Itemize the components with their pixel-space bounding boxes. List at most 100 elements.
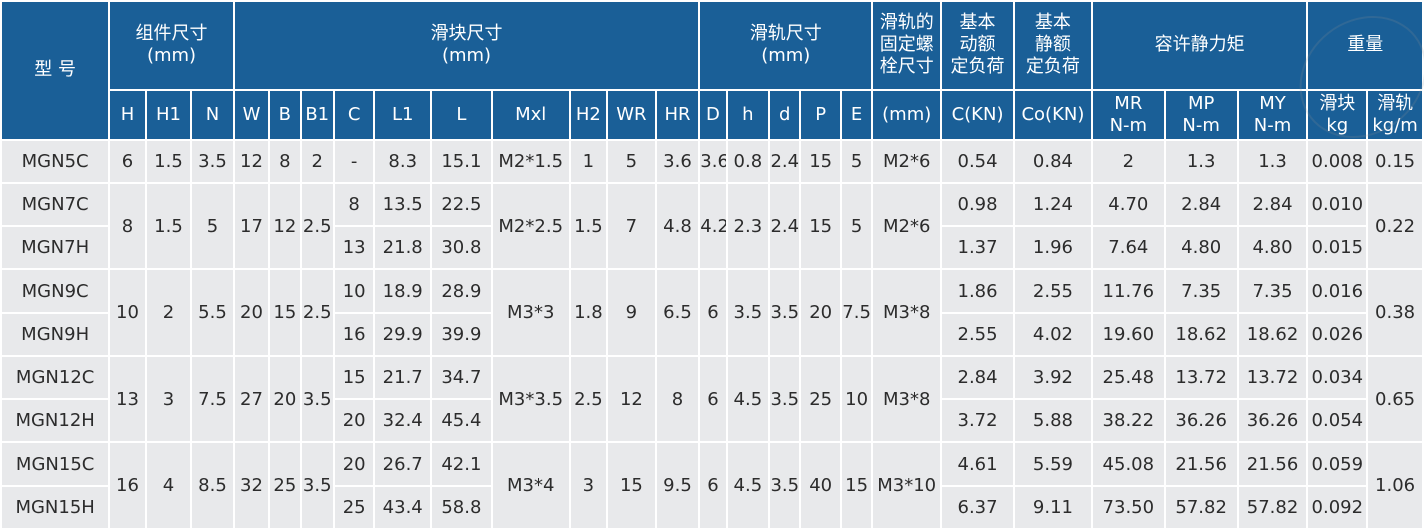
- cell-MR: 19.60: [1090, 311, 1166, 357]
- col-rail-weight: 滑轨 kg/m: [1366, 88, 1424, 141]
- model-cell: MGN9H: [0, 311, 111, 357]
- cell-Mxl: M3*3.5: [490, 354, 571, 444]
- cell-Mxl: M2*1.5: [490, 138, 571, 185]
- cell-static-load: 5.88: [1012, 398, 1093, 444]
- cell-B1: 3.5: [299, 354, 335, 444]
- cell-B: 12: [268, 182, 302, 271]
- cell-H2: 1.5: [568, 182, 609, 271]
- header-rail: 滑轨尺寸 (mm): [698, 0, 874, 91]
- cell-H2: 2.5: [568, 354, 609, 444]
- cell-dynamic-load: 3.72: [940, 398, 1015, 444]
- cell-C: 16: [332, 311, 376, 357]
- header-bolt: 滑轨的 固定螺 栓尺寸: [871, 0, 943, 91]
- cell-block-weight: 0.054: [1306, 398, 1369, 444]
- col-D: D: [698, 88, 728, 141]
- cell-H1: 2: [144, 268, 193, 357]
- header-weight: 重量: [1306, 0, 1424, 91]
- cell-D: 6: [698, 441, 728, 530]
- cell-d: 2.4: [768, 138, 802, 185]
- cell-C: 10: [332, 268, 376, 314]
- cell-E: 7.5: [839, 268, 874, 357]
- table-row: MGN7H 13 21.8 30.8 1.37 1.96 7.64 4.80 4…: [0, 225, 1423, 271]
- cell-h: 4.5: [725, 441, 771, 530]
- cell-D: 3.6: [698, 138, 728, 185]
- cell-HR: 8: [654, 354, 701, 444]
- cell-static-load: 3.92: [1012, 354, 1093, 401]
- col-C-kn: C(KN): [940, 88, 1015, 141]
- cell-L1: 21.7: [373, 354, 433, 401]
- table-row: MGN9H 16 29.9 39.9 2.55 4.02 19.60 18.62…: [0, 311, 1423, 357]
- cell-MR: 45.08: [1090, 441, 1166, 487]
- cell-C: 25: [332, 484, 376, 530]
- cell-MY: 13.72: [1236, 354, 1309, 401]
- cell-P: 15: [799, 138, 842, 185]
- col-bolt-unit: (mm): [871, 88, 943, 141]
- cell-L: 28.9: [430, 268, 493, 314]
- cell-dynamic-load: 0.98: [940, 182, 1015, 228]
- cell-MR: 2: [1090, 138, 1166, 185]
- cell-MR: 11.76: [1090, 268, 1166, 314]
- cell-L1: 21.8: [373, 225, 433, 271]
- cell-C: 15: [332, 354, 376, 401]
- cell-static-load: 4.02: [1012, 311, 1093, 357]
- cell-MY: 36.26: [1236, 398, 1309, 444]
- cell-W: 27: [232, 354, 271, 444]
- table-row: MGN15C 16 4 8.5 32 25 3.5 20 26.7 42.1 M…: [0, 441, 1424, 530]
- cell-bolt: M2*6: [871, 138, 943, 185]
- col-B1: B1: [299, 88, 335, 141]
- cell-block-weight: 0.015: [1306, 225, 1369, 271]
- cell-L: 58.8: [430, 484, 493, 530]
- cell-W: 17: [232, 182, 271, 271]
- cell-N: 8.5: [190, 441, 235, 530]
- cell-H: 8: [108, 182, 147, 271]
- cell-MR: 25.48: [1090, 354, 1166, 401]
- col-MY: MY N-m: [1236, 88, 1309, 141]
- cell-h: 0.8: [725, 138, 771, 185]
- cell-HR: 3.6: [654, 138, 701, 185]
- col-L1: L1: [373, 88, 433, 141]
- cell-H2: 3: [568, 441, 609, 530]
- cell-WR: 7: [606, 182, 657, 271]
- cell-C: 20: [332, 441, 376, 487]
- cell-d: 2.4: [768, 182, 802, 271]
- cell-MP: 7.35: [1163, 268, 1239, 314]
- cell-B: 8: [268, 138, 302, 185]
- cell-L: 22.5: [430, 182, 493, 228]
- cell-h: 2.3: [725, 182, 771, 271]
- cell-MP: 36.26: [1163, 398, 1239, 444]
- cell-N: 5: [190, 182, 235, 271]
- cell-L: 15.1: [430, 138, 493, 185]
- cell-D: 4.2: [698, 182, 728, 271]
- cell-H1: 3: [144, 354, 193, 444]
- cell-W: 32: [232, 441, 271, 530]
- cell-H: 10: [108, 268, 147, 357]
- col-P: P: [799, 88, 842, 141]
- cell-B1: 2.5: [299, 268, 335, 357]
- cell-E: 10: [839, 354, 874, 444]
- cell-MR: 38.22: [1090, 398, 1166, 444]
- col-C: C: [332, 88, 376, 141]
- col-block-weight: 滑块 kg: [1306, 88, 1369, 141]
- cell-E: 5: [839, 138, 874, 185]
- cell-L1: 29.9: [373, 311, 433, 357]
- cell-d: 3.5: [768, 441, 802, 530]
- cell-P: 25: [799, 354, 842, 444]
- cell-MY: 4.80: [1236, 225, 1309, 271]
- cell-L1: 18.9: [373, 268, 433, 314]
- cell-static-load: 2.55: [1012, 268, 1093, 314]
- cell-C: 8: [332, 182, 376, 228]
- cell-HR: 6.5: [654, 268, 701, 357]
- cell-W: 20: [232, 268, 271, 357]
- cell-bolt: M3*10: [871, 441, 943, 530]
- cell-bolt: M3*8: [871, 354, 943, 444]
- cell-D: 6: [698, 268, 728, 357]
- col-MP: MP N-m: [1163, 88, 1239, 141]
- cell-dynamic-load: 2.55: [940, 311, 1015, 357]
- header-block: 滑块尺寸 (mm): [232, 0, 701, 91]
- cell-dynamic-load: 0.54: [940, 138, 1015, 185]
- model-cell: MGN15C: [0, 441, 111, 487]
- cell-B1: 2.5: [299, 182, 335, 271]
- cell-h: 3.5: [725, 268, 771, 357]
- cell-static-load: 5.59: [1012, 441, 1093, 487]
- col-N: N: [190, 88, 235, 141]
